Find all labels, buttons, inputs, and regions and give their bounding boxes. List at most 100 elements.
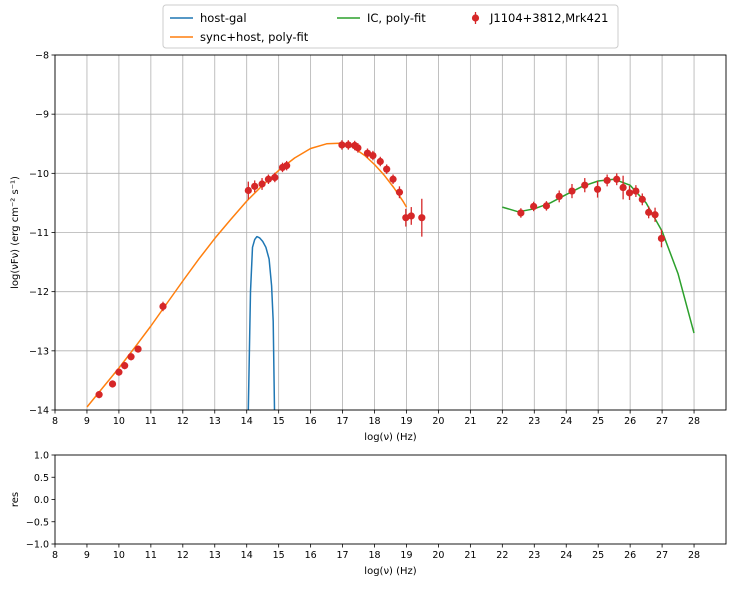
- main-xtick-label: 17: [337, 416, 349, 427]
- residual-xtick-label: 26: [624, 550, 636, 561]
- main-ytick-label: −8: [35, 51, 49, 62]
- data-point: [369, 151, 377, 160]
- data-point: [402, 214, 410, 222]
- main-xtick-label: 23: [528, 416, 540, 427]
- main-ytick-label: −14: [29, 406, 49, 417]
- data-point: [407, 212, 415, 220]
- main-ytick-label: −10: [29, 169, 49, 180]
- residual-xtick-label: 28: [688, 550, 700, 561]
- data-point: [127, 353, 135, 361]
- main-xtick-label: 8: [52, 416, 58, 427]
- data-point: [638, 195, 646, 203]
- data-point: [363, 149, 372, 157]
- main-xtick-label: 18: [368, 416, 380, 427]
- data-point: [134, 345, 142, 353]
- main-xtick-label: 13: [209, 416, 221, 427]
- data-point: [376, 157, 384, 166]
- residual-xtick-label: 14: [241, 550, 253, 561]
- residual-xtick-label: 13: [209, 550, 221, 561]
- legend-label: host-gal: [200, 11, 247, 25]
- data-point: [603, 176, 611, 185]
- residual-xtick-label: 8: [52, 550, 58, 561]
- data-point: [645, 208, 653, 216]
- data-point: [581, 181, 589, 189]
- residual-xtick-label: 18: [368, 550, 380, 561]
- legend-items: host-gal sync+host, poly-fit IC, poly-fit J…: [170, 11, 608, 44]
- data-point: [568, 187, 576, 195]
- data-point: [283, 162, 291, 170]
- residual-xtick-label: 22: [496, 550, 508, 561]
- residual-xtick-label: 25: [592, 550, 604, 561]
- main-xtick-label: 19: [400, 416, 412, 427]
- residual-xtick-label: 20: [432, 550, 444, 561]
- main-xtick-label: 22: [496, 416, 508, 427]
- data-point: [517, 209, 525, 217]
- data-point: [108, 380, 117, 388]
- main-x-axis-label: log(ν) (Hz): [364, 432, 416, 443]
- main-x-ticks: 8 9 10 11 12 13 14 15 16 17 18 19 20 21 22 23 24 25 26 27 28: [52, 410, 700, 427]
- residual-y-axis-label: res: [10, 492, 21, 507]
- data-point: [159, 302, 167, 311]
- residual-xtick-label: 9: [84, 550, 90, 561]
- data-point: [95, 391, 103, 399]
- residual-panel: 8 9 10 11 12 13 14 15 16 17 18 19 20 21 22 23 24 25 26 27 28…: [10, 451, 727, 577]
- main-xtick-label: 21: [464, 416, 476, 427]
- residual-xtick-label: 23: [528, 550, 540, 561]
- data-point: [115, 368, 123, 376]
- main-xtick-label: 16: [305, 416, 317, 427]
- data-point: [530, 202, 538, 211]
- main-ytick-label: −12: [29, 287, 49, 298]
- main-xtick-label: 15: [273, 416, 285, 427]
- legend-box: [162, 4, 619, 49]
- data-point: [338, 141, 346, 149]
- data-point: [344, 141, 352, 149]
- residual-xtick-label: 19: [400, 550, 412, 561]
- data-point: [613, 175, 621, 183]
- main-xtick-label: 26: [624, 416, 636, 427]
- main-ytick-label: −13: [29, 346, 49, 357]
- main-y-ticks: −14 −13 −12 −11 −10 −9 −8: [29, 51, 55, 417]
- data-point: [542, 202, 551, 210]
- data-point: [354, 144, 362, 152]
- main-panel: 8 9 10 11 12 13 14 15 16 17 18 19 20 21 22 23 24 25 26 27 28…: [10, 51, 727, 443]
- data-point: [389, 175, 397, 183]
- data-point: [632, 187, 640, 195]
- main-xtick-label: 14: [241, 416, 253, 427]
- residual-xtick-label: 15: [273, 550, 285, 561]
- data-point: [271, 173, 279, 182]
- data-point: [395, 188, 404, 196]
- residual-ytick-label: 0.5: [34, 473, 49, 484]
- residual-xtick-label: 12: [177, 550, 189, 561]
- data-point: [258, 180, 266, 188]
- data-point: [625, 189, 634, 197]
- legend-label: sync+host, poly-fit: [200, 30, 309, 44]
- legend-label: J1104+3812,Mrk421: [489, 11, 608, 25]
- legend-label: IC, poly-fit: [367, 11, 426, 25]
- residual-x-ticks: 8 9 10 11 12 13 14 15 16 17 18 19 20 21 22 23 24 25 26 27 28: [52, 544, 700, 561]
- data-point: [555, 192, 563, 201]
- residual-xtick-label: 16: [305, 550, 317, 561]
- residual-xtick-label: 10: [113, 550, 125, 561]
- legend-swatch-j1104-3812-mrk421: [471, 14, 480, 22]
- series-line-host-gal: [247, 235, 276, 410]
- data-point: [383, 165, 391, 173]
- legend: host-gal sync+host, poly-fit IC, poly-fit J…: [162, 4, 619, 49]
- data-point: [264, 175, 273, 183]
- residual-xtick-label: 27: [656, 550, 668, 561]
- data-point: [121, 362, 129, 370]
- main-series: [86, 140, 695, 410]
- residual-ytick-label: 0.0: [34, 495, 49, 506]
- main-xtick-label: 10: [113, 416, 125, 427]
- main-xtick-label: 9: [84, 416, 90, 427]
- main-xtick-label: 24: [560, 416, 572, 427]
- residual-xtick-label: 11: [145, 550, 157, 561]
- data-point: [619, 183, 627, 192]
- data-point: [657, 234, 666, 243]
- main-xtick-label: 20: [432, 416, 444, 427]
- residual-xtick-label: 21: [464, 550, 476, 561]
- data-point: [651, 211, 659, 219]
- main-xtick-label: 28: [688, 416, 700, 427]
- main-ytick-label: −11: [29, 228, 49, 239]
